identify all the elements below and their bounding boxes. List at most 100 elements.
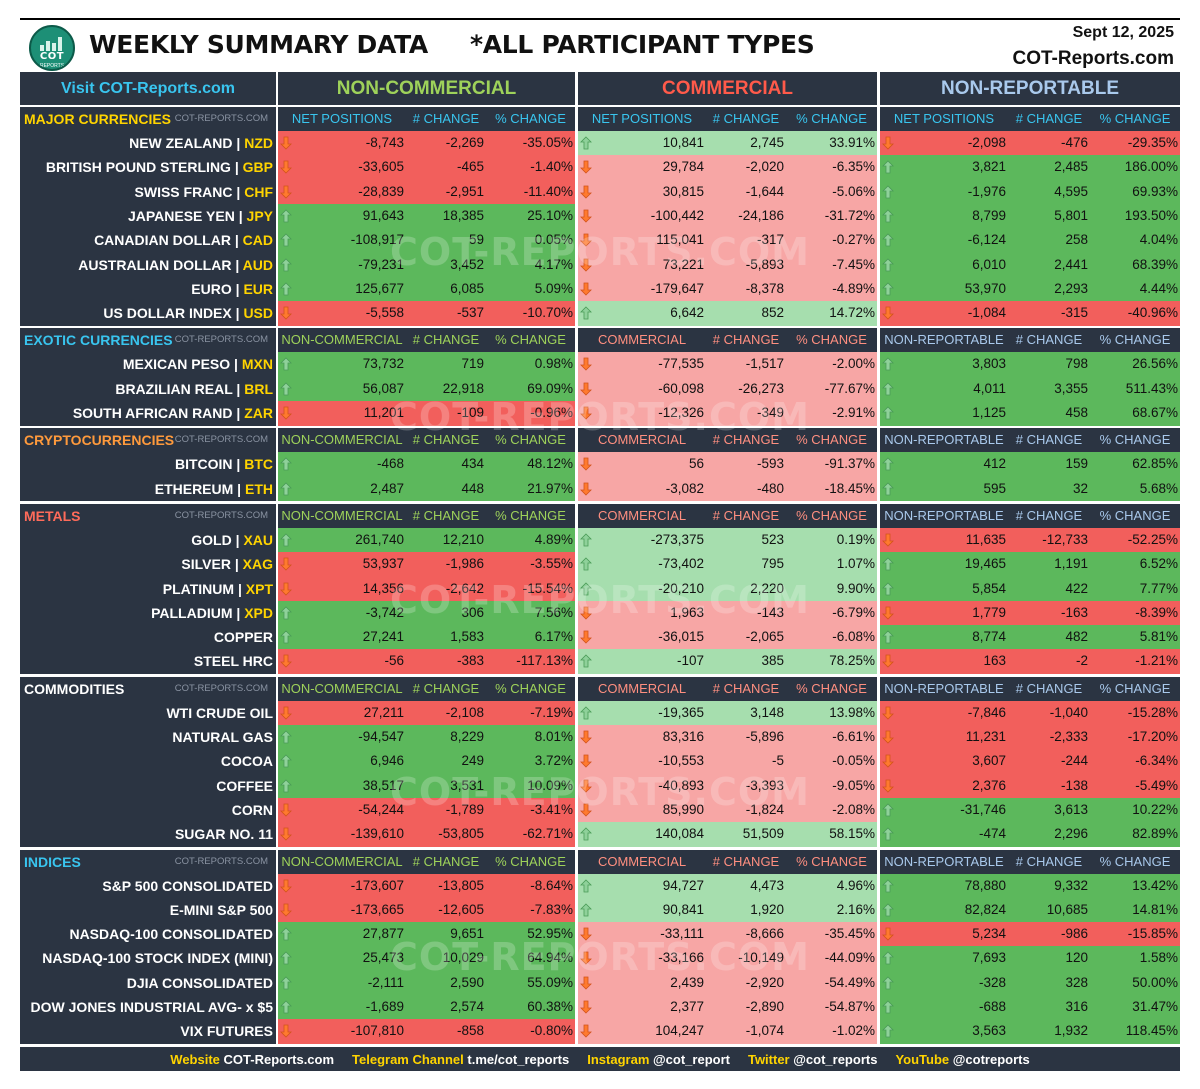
data-cell-group: 1,779 -163 -8.39% (880, 600, 1180, 626)
net-position: 3,803 (972, 356, 1006, 372)
footer-link-value: COT-Reports.com (219, 1051, 335, 1067)
instrument-label: BRAZILIAN REAL (115, 380, 233, 397)
net-position: 595 (983, 480, 1006, 496)
footer-link-telegram-channel[interactable]: Telegram Channel t.me/cot_reports (352, 1052, 569, 1067)
subheader-bar: NON-REPORTABLE # CHANGE % CHANGE (880, 849, 1180, 874)
top-rule (20, 18, 1180, 20)
site-name: COT-Reports.com (1012, 48, 1174, 69)
percent-change: 13.98% (829, 704, 875, 720)
net-position: 19,465 (964, 556, 1006, 572)
net-position: -73,402 (658, 556, 704, 572)
data-cell-group: -73,402 795 1.07% (578, 552, 877, 577)
arrow-up-icon (280, 382, 292, 396)
data-cell-group: 2,376 -138 -5.49% (880, 773, 1180, 799)
data-cell-group: -273,375 523 0.19% (578, 527, 877, 553)
section-watermark: COT-REPORTS.COM (174, 334, 268, 346)
data-cell-group: 73,221 -5,893 -7.45% (578, 252, 877, 278)
arrow-up-icon (280, 457, 292, 471)
percent-change: 0.19% (836, 531, 875, 547)
column-header: % CHANGE (1099, 111, 1171, 126)
net-position: 104,247 (655, 1023, 704, 1039)
percent-change: -8.64% (530, 877, 573, 893)
column-header: % CHANGE (495, 853, 566, 869)
arrow-down-icon (882, 730, 894, 744)
number-change: 458 (1065, 405, 1088, 420)
cot-logo: COT REPORTS (29, 25, 75, 71)
data-cell-group: -33,111 -8,666 -35.45% (578, 922, 877, 947)
percent-change: 50.00% (1132, 974, 1178, 990)
percent-change: -6.08% (832, 629, 875, 645)
footer-link-youtube[interactable]: YouTube @cotreports (895, 1052, 1029, 1067)
section-watermark: COT-REPORTS.COM (174, 434, 268, 446)
section-title-text: COMMODITIES (24, 680, 125, 697)
number-change: -476 (1060, 135, 1088, 150)
net-position: 56 (688, 456, 704, 472)
percent-change: 2.16% (836, 901, 875, 917)
arrow-up-icon (280, 1000, 292, 1014)
instrument-label: ETHEREUM (154, 480, 234, 497)
visit-site-link[interactable]: Visit COT-Reports.com (20, 72, 276, 105)
subheader-bar: NON-COMMERCIAL # CHANGE % CHANGE (278, 328, 575, 353)
percent-change: -0.05% (832, 753, 875, 769)
code-separator: | (231, 531, 244, 548)
net-position: -2,111 (367, 974, 404, 990)
percent-change: -5.49% (1135, 777, 1178, 793)
footer-link-twitter[interactable]: Twitter @cot_reports (748, 1052, 877, 1067)
instrument-label: STEEL HRC (193, 653, 273, 670)
logo-bars-icon (40, 37, 66, 51)
footer-link-instagram[interactable]: Instagram @cot_report (587, 1052, 730, 1067)
subheader-bar: COMMERCIAL # CHANGE % CHANGE (578, 428, 877, 453)
net-position: -33,166 (658, 950, 704, 966)
net-position: 78,880 (964, 877, 1006, 893)
arrow-up-icon (280, 630, 292, 644)
instrument-label: E-MINI S&P 500 (169, 901, 273, 918)
code-separator: | (234, 580, 246, 597)
number-change: 316 (1065, 999, 1088, 1014)
number-change: 306 (461, 604, 484, 620)
percent-change: 7.77% (1139, 580, 1178, 596)
code-separator: | (231, 305, 244, 322)
data-cell-group: 27,241 1,583 6.17% (278, 625, 575, 650)
instrument-name: GOLD | XAU (20, 527, 276, 553)
number-change: 4,595 (1054, 183, 1088, 199)
data-cell-group: -60,098 -26,273 -77.67% (578, 376, 877, 402)
arrow-down-icon (580, 282, 592, 296)
data-cell-group: 90,841 1,920 2.16% (578, 897, 877, 923)
percent-change: 25.10% (527, 207, 573, 223)
data-cell-group: 94,727 4,473 4.96% (578, 873, 877, 899)
footer-link-website[interactable]: Website COT-Reports.com (170, 1052, 334, 1067)
arrow-up-icon (280, 976, 292, 990)
subheader-bar: NET POSITIONS # CHANGE % CHANGE (278, 107, 575, 131)
percent-change: 13.42% (1132, 877, 1178, 893)
net-position: -33,111 (660, 926, 704, 942)
net-position: 56,087 (362, 380, 404, 396)
net-position: 53,937 (362, 556, 404, 572)
number-change: 9,651 (450, 926, 484, 942)
instrument-name: NASDAQ-100 CONSOLIDATED (20, 922, 276, 947)
arrow-up-icon (882, 1024, 894, 1038)
instrument-code: CHF (244, 183, 273, 200)
arrow-up-icon (882, 630, 894, 644)
data-cell-group: -688 316 31.47% (880, 995, 1180, 1020)
net-position: 5,234 (972, 926, 1006, 942)
percent-change: -31.72% (824, 207, 875, 223)
logo-text: COT (39, 51, 65, 62)
instrument-label: SOUTH AFRICAN RAND (72, 405, 233, 421)
instrument-code: USD (243, 305, 273, 322)
number-change: 3,531 (450, 777, 484, 793)
percent-change: 6.52% (1139, 556, 1178, 572)
instrument-name: BITCOIN | BTC (20, 452, 276, 478)
percent-change: 78.25% (829, 653, 875, 669)
group-header-non-reportable: NON-REPORTABLE (880, 72, 1180, 105)
arrow-up-icon (882, 903, 894, 917)
number-change: 3,613 (1054, 801, 1088, 817)
subheader-bar: COMMERCIAL # CHANGE % CHANGE (578, 676, 877, 701)
column-header: # CHANGE (412, 680, 480, 696)
arrow-up-icon (280, 730, 292, 744)
column-header: # CHANGE (412, 432, 480, 448)
arrow-down-icon (280, 654, 292, 668)
data-cell-group: -33,166 -10,149 -44.09% (578, 946, 877, 972)
net-position: -1,689 (365, 999, 404, 1014)
percent-change: 8.01% (534, 729, 573, 744)
number-change: 5,801 (1054, 207, 1088, 223)
